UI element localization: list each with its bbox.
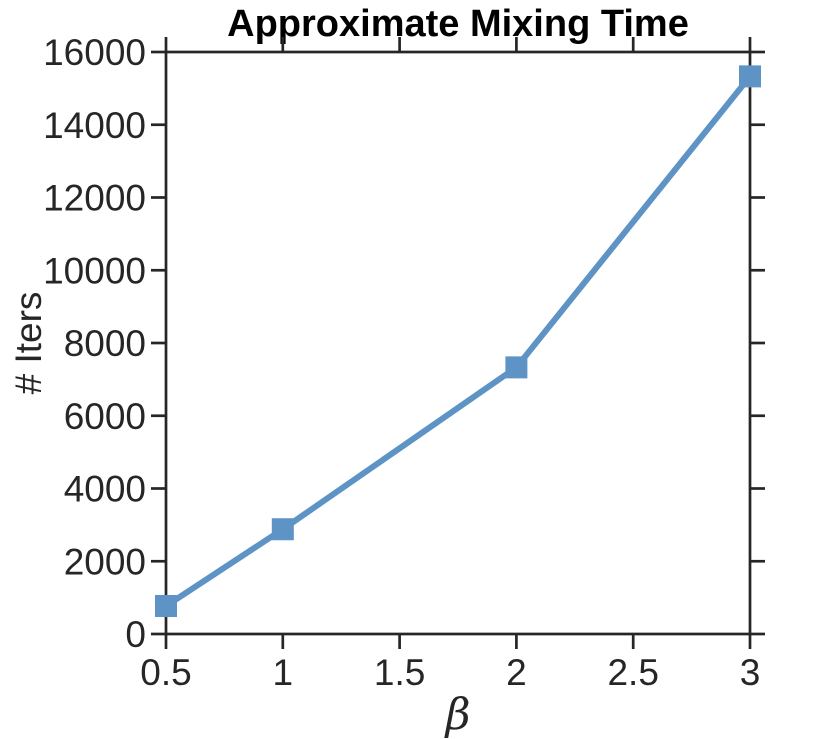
x-tick-label: 0.5 [140,652,191,693]
y-tick-label: 4000 [64,469,146,510]
y-tick-label: 2000 [64,541,146,582]
x-tick-label: 2 [506,652,527,693]
chart-title: Approximate Mixing Time [227,3,689,45]
x-tick-label: 2.5 [607,652,658,693]
data-point-marker [271,518,294,541]
data-point-marker [739,65,761,88]
y-tick-label: 16000 [43,32,146,73]
data-point-marker [505,356,528,379]
y-tick-label: 14000 [43,105,146,146]
y-tick-label: 8000 [64,323,146,364]
y-tick-label: 10000 [43,250,146,291]
x-axis-label: β [445,690,471,739]
data-line [164,74,753,609]
x-tick-label: 3 [740,652,761,693]
x-tick-label: 1.5 [374,652,425,693]
x-tick-label: 1 [273,652,294,693]
y-tick-label: 0 [125,614,146,655]
y-tick-label: 6000 [64,396,146,437]
y-tick-label: 12000 [43,178,146,219]
data-point-marker [155,594,177,617]
